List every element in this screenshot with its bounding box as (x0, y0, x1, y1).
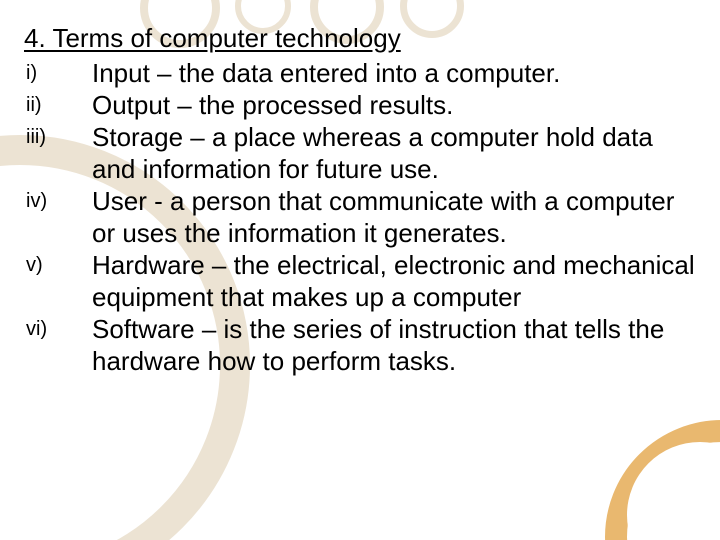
list-item: iii)Storage – a place whereas a computer… (24, 121, 696, 185)
list-item-marker: i) (24, 57, 92, 89)
list-item: iv)User - a person that communicate with… (24, 185, 696, 249)
list-item-marker: ii) (24, 89, 92, 121)
list-item-marker: v) (24, 249, 92, 281)
list-item-text: Storage – a place whereas a computer hol… (92, 121, 696, 185)
decor-circle (605, 420, 720, 540)
list-item: vi)Software – is the series of instructi… (24, 313, 696, 377)
list-item-text: Software – is the series of instruction … (92, 313, 696, 377)
list-item: i)Input – the data entered into a comput… (24, 57, 696, 89)
section-heading: 4. Terms of computer technology (24, 22, 696, 55)
list-item-marker: iii) (24, 121, 92, 153)
definitions-list: i)Input – the data entered into a comput… (24, 57, 696, 377)
list-item-text: Output – the processed results. (92, 89, 696, 121)
list-item-text: Input – the data entered into a computer… (92, 57, 696, 89)
list-item-marker: vi) (24, 313, 92, 345)
list-item-text: Hardware – the electrical, electronic an… (92, 249, 696, 313)
list-item-text: User - a person that communicate with a … (92, 185, 696, 249)
list-item-marker: iv) (24, 185, 92, 217)
decor-circle (627, 442, 720, 540)
list-item: v)Hardware – the electrical, electronic … (24, 249, 696, 313)
list-item: ii)Output – the processed results. (24, 89, 696, 121)
slide-content: 4. Terms of computer technology i)Input … (0, 0, 720, 377)
